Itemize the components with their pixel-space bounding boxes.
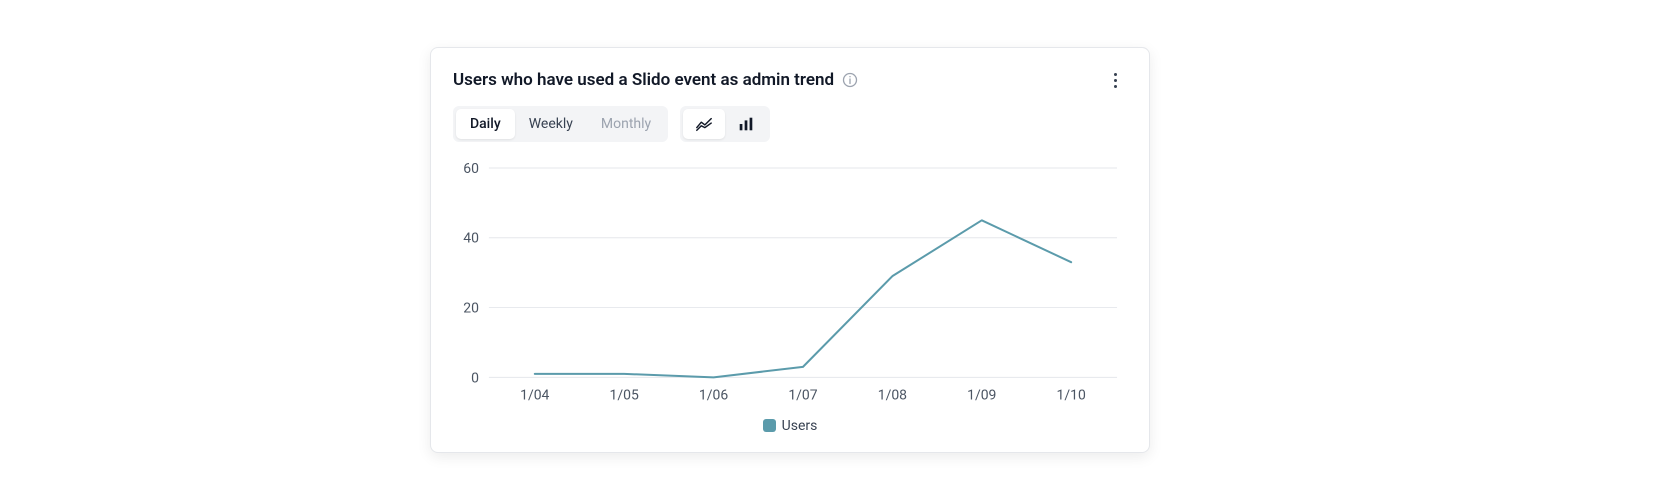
card-header: Users who have used a Slido event as adm… (453, 68, 1127, 92)
timeframe-weekly-button[interactable]: Weekly (515, 109, 587, 139)
svg-text:1/10: 1/10 (1057, 388, 1086, 404)
card-title: Users who have used a Slido event as adm… (453, 70, 834, 90)
svg-text:1/09: 1/09 (967, 388, 996, 404)
line-chart-button[interactable] (683, 109, 725, 139)
timeframe-monthly-button: Monthly (587, 109, 665, 139)
bar-chart-button[interactable] (725, 109, 767, 139)
svg-text:1/07: 1/07 (788, 388, 817, 404)
svg-text:60: 60 (463, 161, 479, 177)
chart-area: 0 20 40 60 1/04 1/05 1/06 1/07 1/08 1/09 1/10 (453, 160, 1127, 407)
timeframe-toggle: DailyWeeklyMonthly (453, 106, 668, 142)
chart-legend: Users (453, 418, 1127, 434)
svg-text:20: 20 (463, 301, 479, 317)
svg-text:1/08: 1/08 (878, 388, 907, 404)
title-wrap: Users who have used a Slido event as adm… (453, 70, 858, 90)
info-icon[interactable] (842, 72, 858, 88)
svg-text:1/05: 1/05 (610, 388, 639, 404)
svg-text:0: 0 (471, 371, 479, 387)
svg-text:40: 40 (463, 231, 479, 247)
controls-row: DailyWeeklyMonthly (453, 106, 1127, 142)
chart-card: Users who have used a Slido event as adm… (430, 47, 1150, 452)
legend-swatch (763, 419, 776, 432)
chart-type-toggle (680, 106, 770, 142)
timeframe-daily-button[interactable]: Daily (456, 109, 515, 139)
svg-text:1/06: 1/06 (699, 388, 728, 404)
line-chart-svg: 0 20 40 60 1/04 1/05 1/06 1/07 1/08 1/09 1/10 (453, 160, 1127, 407)
more-menu-button[interactable] (1103, 68, 1127, 92)
legend-label: Users (782, 418, 818, 434)
svg-text:1/04: 1/04 (520, 388, 549, 404)
